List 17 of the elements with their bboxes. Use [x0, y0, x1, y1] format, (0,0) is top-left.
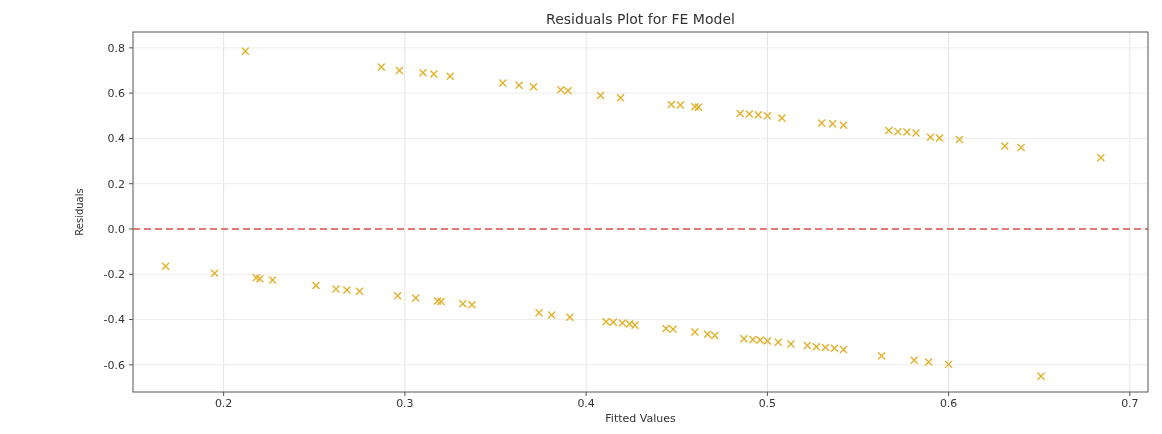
x-tick-label: 0.3 [396, 397, 414, 410]
y-tick-label: 0.0 [107, 222, 125, 236]
y-tick-label: 0.6 [107, 86, 125, 100]
y-tick-label: -0.2 [103, 268, 125, 282]
x-tick-label: 0.4 [577, 397, 595, 410]
y-tick-label: 0.4 [107, 132, 125, 146]
x-tick-label: 0.6 [939, 397, 958, 410]
x-tick-label: 0.2 [214, 397, 233, 410]
x-axis-title: Fitted Values [605, 412, 676, 425]
x-tick-label: 0.7 [1121, 397, 1139, 410]
y-tick-label: -0.6 [103, 358, 125, 372]
x-tick-label: 0.5 [758, 397, 777, 410]
y-tick-label: 0.2 [107, 177, 125, 191]
y-tick-label: -0.4 [103, 313, 125, 327]
chart-title: Residuals Plot for FE Model [546, 11, 735, 27]
y-axis-title: Residuals [74, 188, 85, 236]
y-tick-label: 0.8 [107, 41, 125, 55]
